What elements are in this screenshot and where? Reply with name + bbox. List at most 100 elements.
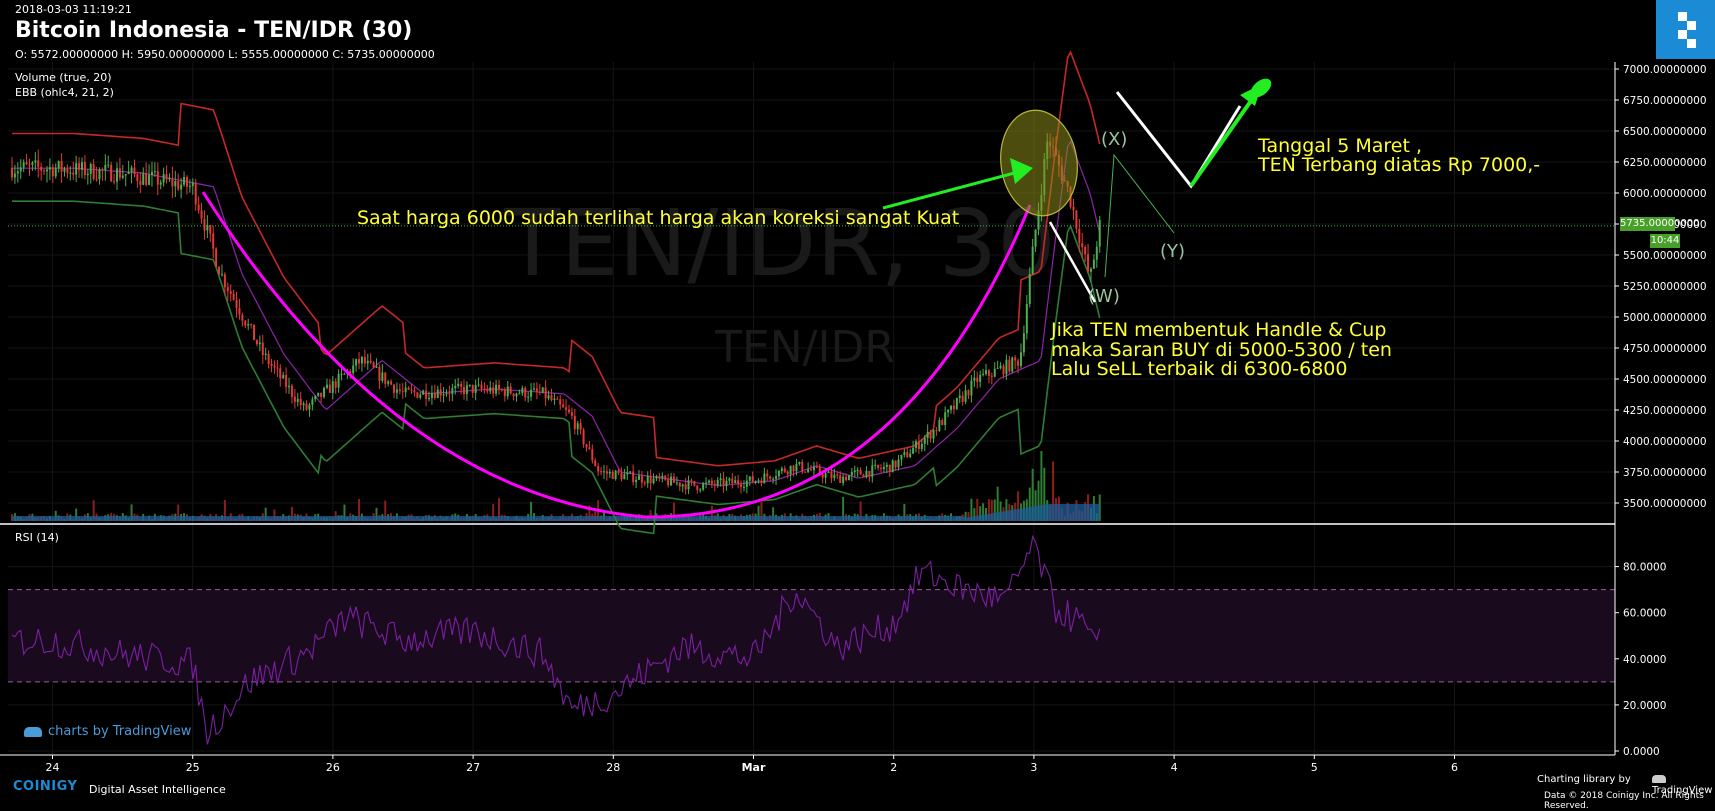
tradingview-link[interactable]: TradingView <box>1652 774 1715 796</box>
candle-body <box>740 484 743 487</box>
candle-body <box>705 482 708 484</box>
candle-body <box>1025 304 1028 334</box>
candle-body <box>439 389 442 396</box>
candle-body <box>127 171 130 174</box>
candle-body <box>124 173 127 176</box>
candle-body <box>54 168 57 177</box>
volume-ma-area <box>12 504 1100 521</box>
price-tick-label: 7000.00000000 <box>1623 64 1707 76</box>
candle-body <box>993 368 996 377</box>
bar-countdown-badge: 10:44 <box>1650 234 1680 248</box>
candle-body <box>69 172 72 174</box>
candle-body <box>113 181 116 183</box>
rocket-icon <box>1250 78 1272 98</box>
candle-body <box>299 398 302 406</box>
candle-body <box>608 471 611 474</box>
volume-indicator-label[interactable]: Volume (true, 20) <box>15 71 112 84</box>
candle-body <box>323 387 326 397</box>
candle-body <box>454 385 457 389</box>
candle-body <box>92 163 95 179</box>
watermark-big: TEN/IDR, 30 <box>503 190 1056 297</box>
candle-body <box>856 470 859 472</box>
rsi-tick-label: 60.0000 <box>1623 608 1666 620</box>
candle-body <box>451 388 454 394</box>
candle-body <box>912 447 915 454</box>
candle-body <box>623 474 626 480</box>
candle-body <box>148 174 151 185</box>
candle-body <box>290 385 293 397</box>
candle-body <box>807 469 810 472</box>
candle-body <box>171 178 174 187</box>
volume-bar <box>842 496 845 521</box>
candle-body <box>95 178 98 180</box>
price-tick-label: 4250.00000000 <box>1623 405 1707 417</box>
candle-body <box>772 478 775 480</box>
rsi-indicator-label[interactable]: RSI (14) <box>15 531 59 544</box>
candle-body <box>232 293 235 300</box>
candle-body <box>261 342 264 356</box>
candle-body <box>815 466 818 468</box>
volume-bar <box>1031 468 1034 521</box>
candle-body <box>1011 357 1014 372</box>
coinigy-mark-icon <box>1678 12 1696 48</box>
candle-body <box>340 373 343 375</box>
candle-body <box>987 370 990 376</box>
candle-body <box>142 173 145 185</box>
tv-credit-text: charts by TradingView <box>48 724 192 739</box>
candle-body <box>915 441 918 448</box>
candle-body <box>614 470 617 479</box>
ebb-indicator-label[interactable]: EBB (ohlc4, 21, 2) <box>15 86 114 99</box>
candle-body <box>1019 352 1022 366</box>
candle-body <box>786 471 789 475</box>
candle-body <box>328 384 331 393</box>
candle-body <box>13 173 16 178</box>
candle-body <box>891 460 894 473</box>
candle-body <box>145 173 148 185</box>
candle-body <box>532 388 535 390</box>
candle-body <box>34 160 37 163</box>
candle-body <box>722 478 725 487</box>
volume-bar <box>973 508 976 521</box>
price-tick-label: 5000.00000000 <box>1623 312 1707 324</box>
candle-body <box>897 459 900 468</box>
candle-body <box>474 385 477 393</box>
time-tick-label: 2 <box>890 761 897 774</box>
rocket-arrow-line <box>1189 96 1255 188</box>
candle-body <box>503 390 506 397</box>
candle-body <box>538 391 541 393</box>
candle-body <box>591 449 594 461</box>
coinigy-tagline: Digital Asset Intelligence <box>89 783 226 796</box>
candle-body <box>375 366 378 368</box>
candle-body <box>419 394 422 398</box>
candle-body <box>964 390 967 402</box>
candle-body <box>643 482 646 484</box>
candle-body <box>40 166 43 171</box>
candle-body <box>314 395 317 400</box>
candle-body <box>728 478 731 481</box>
candle-body <box>836 474 839 476</box>
coinigy-logo[interactable] <box>1656 0 1715 59</box>
candle-body <box>839 475 842 483</box>
candle-body <box>288 385 291 388</box>
candle-body <box>229 291 232 294</box>
volume-bar <box>530 501 533 521</box>
volume-bar <box>996 486 999 521</box>
candle-body <box>445 393 448 395</box>
candle-body <box>801 461 804 472</box>
candle-body <box>597 466 600 472</box>
candle-body <box>547 395 550 399</box>
volume-bar <box>1005 499 1008 521</box>
candle-body <box>748 476 751 481</box>
candle-body <box>795 463 798 472</box>
rsi-band-fill <box>8 589 1615 682</box>
tradingview-credit[interactable]: charts by TradingView <box>24 724 191 739</box>
candle-body <box>996 367 999 369</box>
candle-body <box>847 475 850 481</box>
target-note-line2: TEN Terbang diatas Rp 7000,- <box>1257 154 1540 176</box>
candle-body <box>506 386 509 397</box>
price-tick-label: 3500.00000000 <box>1623 498 1707 510</box>
volume-bar <box>384 500 387 521</box>
coinigy-brand[interactable]: COINIGY <box>13 779 78 794</box>
candle-body <box>745 480 748 487</box>
